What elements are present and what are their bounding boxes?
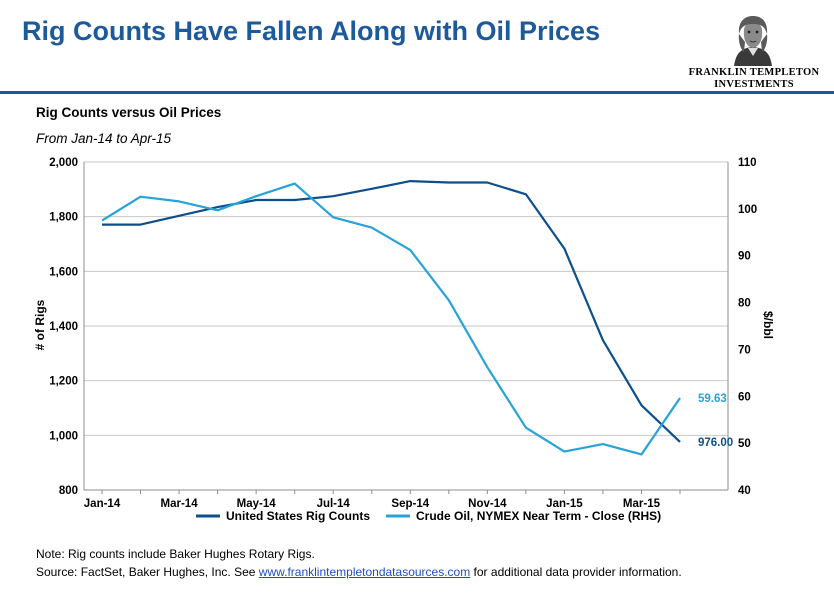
x-tick-label: May-14 xyxy=(237,498,277,510)
y-axis-title: # of Rigs xyxy=(33,299,47,350)
chart-legend: United States Rig Counts Crude Oil, NYMEX… xyxy=(196,509,661,523)
y-tick-label: 1,000 xyxy=(49,430,78,442)
rig-oil-line-chart: 800 1,000 1,200 1,400 1,600 1,800 2,000 40 50 60… xyxy=(33,157,775,523)
y2-tick-label: 90 xyxy=(738,251,751,263)
chart-series xyxy=(101,180,681,456)
x-tick-label: Sep-14 xyxy=(391,498,429,510)
chart-subtitle: From Jan-14 to Apr-15 xyxy=(36,131,172,146)
series-line-1 xyxy=(102,180,681,443)
y2-tick-label: 80 xyxy=(738,298,751,310)
y-tick-label: 800 xyxy=(59,485,78,497)
x-tick-label: Jan-15 xyxy=(546,498,583,510)
y2-tick-label: 110 xyxy=(738,157,757,169)
y2-tick-label: 50 xyxy=(738,438,751,450)
franklin-templeton-logo: FRANKLIN TEMPLETON INVESTMENTS xyxy=(684,12,824,92)
logo-text-line2: INVESTMENTS xyxy=(714,79,794,90)
legend-label-2: Crude Oil, NYMEX Near Term - Close (RHS) xyxy=(416,509,661,523)
right-axis-ticks: 40 50 60 70 80 90 100 110 xyxy=(738,157,757,497)
footnote: Note: Rig counts include Baker Hughes Ro… xyxy=(36,547,315,561)
y2-tick-label: 70 xyxy=(738,344,751,356)
source-suffix: for additional data provider information… xyxy=(470,565,682,579)
y-tick-label: 1,200 xyxy=(49,376,78,388)
x-tick-label: Jul-14 xyxy=(317,498,351,510)
x-axis-ticks: Jan-14 Mar-14 May-14 Jul-14 Sep-14 Nov-14 Jan-… xyxy=(84,490,681,510)
chart-gridlines xyxy=(84,161,728,436)
x-tick-label: Jan-14 xyxy=(84,498,121,510)
y-tick-label: 1,400 xyxy=(49,321,78,333)
logo-text-line1: FRANKLIN TEMPLETON xyxy=(688,67,820,78)
chart-axes xyxy=(83,162,729,491)
series-end-label-1: 976.00 xyxy=(698,437,733,449)
series-line-2 xyxy=(101,182,681,456)
x-tick-label: Mar-14 xyxy=(161,498,199,510)
y2-tick-label: 60 xyxy=(738,391,751,403)
page-title: Rig Counts Have Fallen Along with Oil Pr… xyxy=(22,16,601,46)
y-tick-label: 1,600 xyxy=(49,266,78,278)
benjamin-franklin-portrait-icon xyxy=(730,12,776,66)
source-prefix: Source: FactSet, Baker Hughes, Inc. See xyxy=(36,565,259,579)
left-axis-ticks: 800 1,000 1,200 1,400 1,600 1,800 2,000 xyxy=(49,157,78,497)
header-divider xyxy=(0,91,834,94)
x-tick-label: Mar-15 xyxy=(623,498,661,510)
legend-label-1: United States Rig Counts xyxy=(226,509,370,523)
series-end-label-2: 59.63 xyxy=(698,393,727,405)
y2-tick-label: 100 xyxy=(738,204,757,216)
y2-axis-title: $/bbl xyxy=(761,311,775,339)
y-tick-label: 2,000 xyxy=(49,157,78,169)
data-sources-link[interactable]: www.franklintempletondatasources.com xyxy=(258,565,471,579)
y-tick-label: 1,800 xyxy=(49,212,78,224)
y2-tick-label: 40 xyxy=(738,485,751,497)
x-tick-label: Nov-14 xyxy=(468,498,507,510)
source-line: Source: FactSet, Baker Hughes, Inc. See … xyxy=(36,565,682,579)
chart-end-labels: 976.00 59.63 xyxy=(698,393,733,449)
chart-title: Rig Counts versus Oil Prices xyxy=(36,105,222,120)
